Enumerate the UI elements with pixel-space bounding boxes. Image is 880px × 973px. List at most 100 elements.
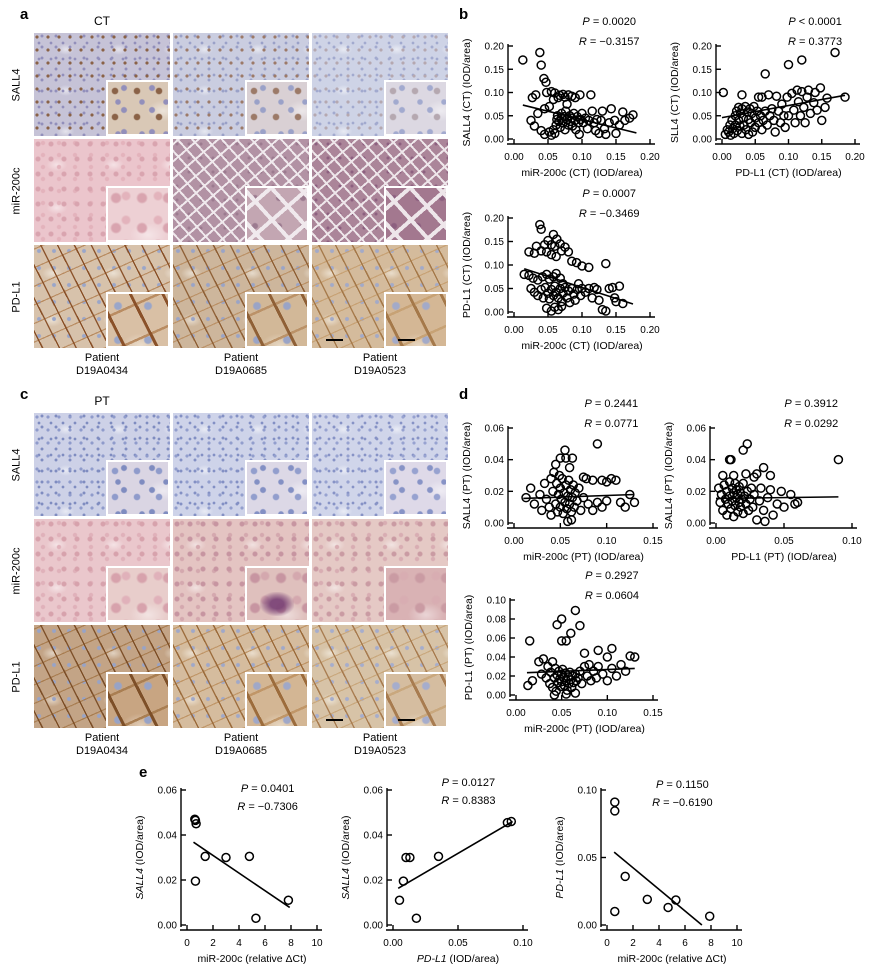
r-value: R = 0.0771 <box>584 418 638 430</box>
data-point <box>579 661 590 672</box>
data-point <box>611 296 621 307</box>
data-point <box>565 297 575 308</box>
ihc-inset-a-PD-L1-D19A0523 <box>384 292 448 348</box>
data-point <box>584 659 594 670</box>
data-point <box>607 663 617 674</box>
data-point <box>538 654 549 664</box>
data-point <box>625 651 635 661</box>
x-tick-label: 2 <box>210 938 216 949</box>
y-tick-label: 0.20 <box>485 214 505 225</box>
data-point <box>577 261 587 271</box>
y-tick-label: 0.02 <box>485 487 505 498</box>
data-point <box>567 283 577 294</box>
trend-line <box>397 820 514 890</box>
data-point <box>570 92 580 103</box>
data-point <box>760 516 770 527</box>
ihc-inset-a-SALL4-D19A0434 <box>106 80 170 136</box>
data-point <box>783 59 794 70</box>
scatter-e3: 0 2 4 6 8 10 0.00 0.05 0.10 miR-200c (relative ΔC… <box>554 779 743 965</box>
patient-label-line: Patient <box>223 352 259 364</box>
ihc-inset-a-SALL4-D19A0523 <box>384 80 448 136</box>
x-tick-label: 0.05 <box>538 152 558 163</box>
data-point <box>535 47 545 58</box>
patient-label-line: D19A0434 <box>76 364 128 377</box>
data-point <box>563 247 574 257</box>
data-point <box>541 247 552 257</box>
y-tick-label: 0.15 <box>693 65 713 76</box>
data-point <box>607 643 617 654</box>
data-point <box>552 619 562 630</box>
x-tick-label: 6 <box>262 938 268 949</box>
p-value: P = 0.1150 <box>656 779 709 791</box>
data-point <box>549 690 560 700</box>
trend-line <box>613 851 703 926</box>
data-point <box>606 104 616 114</box>
trend-line <box>193 841 291 909</box>
data-point <box>820 102 830 113</box>
x-tick-label: 0.05 <box>552 708 572 719</box>
data-point <box>566 515 577 525</box>
data-point <box>618 298 628 309</box>
data-point <box>793 97 804 107</box>
data-point <box>581 473 592 484</box>
ihc-c-PD-L1-D19A0434 <box>34 625 170 728</box>
x-axis-label: miR-200c (PT) (IOD/area) <box>523 551 644 563</box>
scale-bar <box>397 338 415 341</box>
data-point <box>540 282 551 293</box>
y-tick-label: 0.06 <box>364 786 384 797</box>
p-value: P = 0.2927 <box>585 570 639 582</box>
data-point <box>747 502 758 512</box>
patient-label-line: Patient <box>362 352 398 364</box>
ihc-inset-a-miR-200c-D19A0434 <box>106 186 170 242</box>
data-point <box>737 90 747 100</box>
patient-label-D19A0523: Patient D19A0523 <box>312 352 448 377</box>
data-point <box>620 115 630 126</box>
y-tick-label: 0.05 <box>485 284 505 295</box>
data-point <box>578 492 589 503</box>
data-point <box>747 127 758 137</box>
data-point <box>616 659 626 670</box>
data-point <box>752 515 762 525</box>
data-point <box>779 111 789 121</box>
data-point <box>809 97 819 108</box>
x-tick-label: 0 <box>184 938 190 949</box>
scale-bar <box>397 718 415 721</box>
r-value: R = 0.0292 <box>784 418 838 430</box>
p-value: P = 0.2441 <box>585 398 639 410</box>
data-point <box>221 852 231 863</box>
data-point <box>524 636 535 646</box>
data-point <box>538 293 548 303</box>
data-point <box>244 851 255 862</box>
data-point <box>671 895 681 905</box>
data-point <box>200 851 210 862</box>
patient-label-line: D19A0685 <box>215 364 267 377</box>
data-point <box>618 107 628 117</box>
x-tick-label: 0.10 <box>779 152 799 163</box>
r-value: R = 0.3773 <box>788 36 842 48</box>
x-tick-label: 0.05 <box>538 325 558 336</box>
data-point <box>733 507 743 517</box>
y-tick-label: 0.06 <box>158 786 178 797</box>
ihc-c-SALL4-D19A0685 <box>173 413 309 516</box>
data-point <box>597 475 607 485</box>
data-point <box>550 241 560 251</box>
data-point <box>546 249 557 260</box>
data-point <box>629 652 640 662</box>
data-point <box>506 816 517 827</box>
data-point <box>762 120 772 130</box>
data-point <box>611 671 622 681</box>
patient-label-line: Patient <box>362 732 398 744</box>
data-point <box>800 117 810 128</box>
y-tick-label: 0.06 <box>487 634 507 645</box>
ihc-inset-a-PD-L1-D19A0685 <box>245 292 309 348</box>
ihc-c-PD-L1-D19A0685 <box>173 625 309 728</box>
data-point <box>792 85 802 95</box>
data-point <box>718 470 728 481</box>
data-point <box>830 47 840 58</box>
p-value: P = 0.0127 <box>442 777 496 789</box>
row-label-text: miR-200c <box>11 546 24 595</box>
y-tick-label: 0.10 <box>487 596 507 607</box>
y-tick-label: 0.00 <box>578 921 598 932</box>
axes <box>386 788 528 931</box>
ihc-c-miR-200c-D19A0523 <box>312 519 448 622</box>
